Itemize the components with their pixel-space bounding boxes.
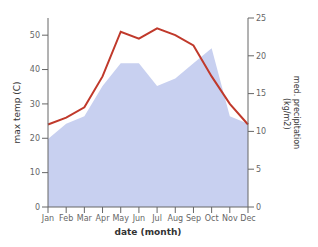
svg-text:20: 20 <box>30 134 40 143</box>
svg-text:Aug: Aug <box>167 214 183 223</box>
svg-text:25: 25 <box>256 14 266 23</box>
svg-text:max temp (C): max temp (C) <box>12 81 22 143</box>
svg-text:10: 10 <box>30 168 40 177</box>
svg-text:40: 40 <box>30 65 40 74</box>
svg-text:15: 15 <box>256 89 266 98</box>
svg-text:Dec: Dec <box>240 214 255 223</box>
svg-text:30: 30 <box>30 100 40 109</box>
svg-text:10: 10 <box>256 127 266 136</box>
svg-text:Jul: Jul <box>151 214 162 223</box>
svg-text:0: 0 <box>35 203 40 212</box>
svg-text:Mar: Mar <box>77 214 93 223</box>
svg-text:Feb: Feb <box>59 214 73 223</box>
svg-text:Jan: Jan <box>41 214 54 223</box>
svg-text:5: 5 <box>256 165 261 174</box>
svg-text:Jun: Jun <box>132 214 146 223</box>
svg-text:May: May <box>112 214 129 223</box>
svg-text:0: 0 <box>256 203 261 212</box>
svg-text:50: 50 <box>30 31 40 40</box>
svg-text:date (month): date (month) <box>115 227 182 237</box>
svg-text:Oct: Oct <box>205 214 219 223</box>
svg-text:Sep: Sep <box>186 214 201 223</box>
svg-text:med. precipitation (kg/m2): med. precipitation (kg/m2) <box>282 76 301 149</box>
svg-text:Nov: Nov <box>222 214 238 223</box>
svg-text:Apr: Apr <box>96 214 111 223</box>
svg-text:20: 20 <box>256 52 266 61</box>
